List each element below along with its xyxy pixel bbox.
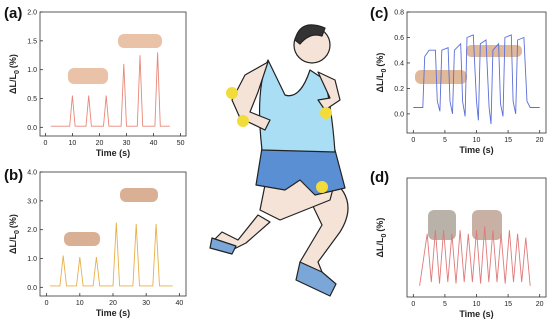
x-tick-label: 40: [150, 140, 158, 147]
inset-photo: [68, 68, 108, 84]
y-label-unit: (%): [375, 53, 385, 67]
y-axis-label: ΔL/L0 (%): [8, 54, 21, 94]
y-tick-label: 0.0: [394, 111, 404, 118]
y-tick-label: 3.0: [27, 198, 37, 205]
data-line: [50, 52, 170, 127]
inset-photo: [64, 232, 100, 246]
panel-label: (d): [370, 169, 389, 186]
y-label-sub: 0: [381, 68, 388, 72]
inset-photo: [120, 188, 158, 202]
data-line: [50, 222, 173, 287]
x-tick-label: 10: [69, 140, 77, 147]
y-label-sub: 0: [14, 230, 21, 234]
x-tick-label: 30: [142, 300, 150, 307]
x-tick-label: 20: [96, 140, 104, 147]
runner-illustration: [209, 24, 349, 297]
x-tick-label: 5: [443, 137, 447, 144]
y-label-unit: (%): [8, 54, 18, 68]
y-label-unit: (%): [8, 214, 18, 228]
x-axis-label: Time (s): [459, 145, 493, 155]
x-tick-label: 0: [411, 137, 415, 144]
sensor-dots: [226, 87, 332, 193]
x-axis-label: Time (s): [96, 148, 130, 158]
plot-frame: [39, 11, 187, 137]
y-axis-label: ΔL/L0 (%): [8, 214, 21, 254]
y-tick-label: 4.0: [27, 170, 37, 177]
y-label-main: ΔL/L: [8, 233, 18, 253]
y-tick-label: 2.0: [27, 227, 37, 234]
y-tick-label: 0.8: [394, 10, 404, 17]
sensor-dot: [237, 115, 249, 127]
x-tick-label: 40: [175, 300, 183, 307]
x-tick-label: 0: [411, 301, 415, 308]
x-tick-label: 20: [109, 300, 117, 307]
x-tick-label: 20: [536, 301, 544, 308]
sensor-dot: [226, 87, 238, 99]
y-label-unit: (%): [375, 218, 385, 232]
y-label-main: ΔL/L: [8, 73, 18, 93]
y-label-sub: 0: [381, 233, 388, 237]
y-tick-label: 2.0: [27, 10, 37, 17]
y-tick-label: 1.5: [27, 38, 37, 45]
inset-photo: [118, 34, 162, 48]
x-tick-label: 10: [473, 301, 481, 308]
y-tick-label: 0.2: [394, 86, 404, 93]
y-label-main: ΔL/L: [375, 72, 385, 92]
x-tick-label: 10: [76, 300, 84, 307]
panel-label: (b): [4, 167, 23, 184]
inset-photo: [472, 210, 502, 240]
x-tick-label: 10: [473, 137, 481, 144]
x-axis-label: Time (s): [459, 309, 493, 319]
y-tick-label: 0.0: [27, 125, 37, 132]
data-line: [413, 34, 540, 125]
x-tick-label: 15: [504, 137, 512, 144]
y-tick-label: 1.0: [27, 67, 37, 74]
x-axis-label: Time (s): [96, 308, 130, 318]
panel-label: (a): [4, 5, 22, 22]
sensor-dot: [320, 107, 332, 119]
y-label-sub: 0: [14, 70, 21, 74]
y-tick-label: 0.6: [394, 35, 404, 42]
y-axis-label: ΔL/L0(%): [375, 218, 388, 258]
y-label-main: ΔL/L: [375, 237, 385, 257]
data-line: [419, 226, 531, 286]
y-tick-label: 0.5: [27, 96, 37, 103]
y-tick-label: 0.4: [394, 60, 404, 67]
y-tick-label: 0.0: [27, 285, 37, 292]
x-tick-label: 50: [177, 140, 185, 147]
sensor-dot: [316, 181, 328, 193]
y-tick-label: 1.0: [27, 256, 37, 263]
x-tick-label: 0: [43, 140, 47, 147]
x-tick-label: 15: [504, 301, 512, 308]
y-axis-label: ΔL/L0(%): [375, 53, 388, 93]
x-tick-label: 5: [443, 301, 447, 308]
x-tick-label: 0: [45, 300, 49, 307]
x-tick-label: 30: [123, 140, 131, 147]
panel-label: (c): [370, 5, 388, 22]
x-tick-label: 20: [536, 137, 544, 144]
